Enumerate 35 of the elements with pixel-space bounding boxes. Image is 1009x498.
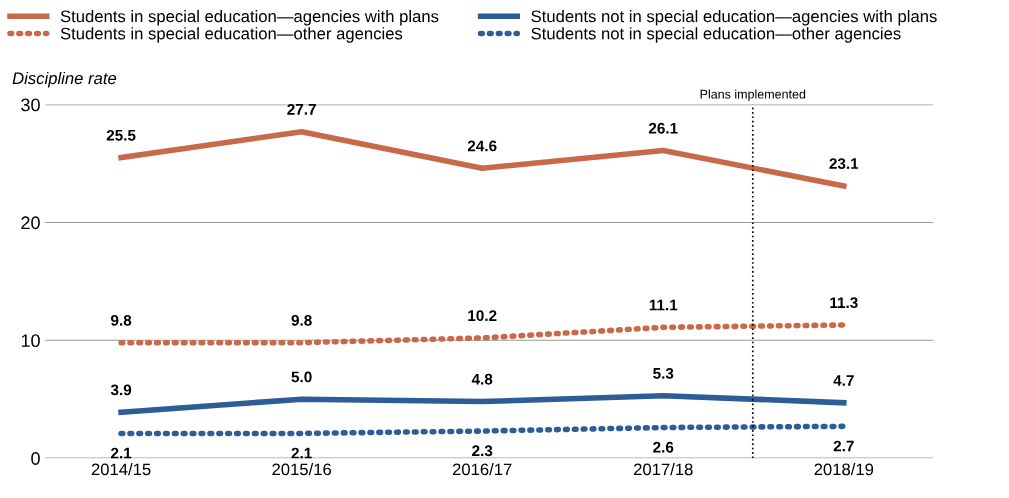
data-label: 23.1 [829,158,859,170]
data-label: 2.3 [472,445,493,457]
y-tick-label: 0 [31,452,40,465]
y-tick-label: 20 [21,216,40,230]
data-label: 2.7 [833,440,854,452]
y-tick-label: 10 [21,334,40,348]
x-tick-label: 2018/19 [814,463,874,476]
x-tick-label: 2015/16 [272,463,332,476]
data-label: 2.1 [111,447,132,459]
x-tick-label: 2014/15 [91,463,151,476]
data-label: 11.3 [830,297,858,309]
data-label: 26.1 [648,122,678,134]
legend-label: Students not in special education—agencies with plans [531,10,937,26]
data-label: 2.1 [291,447,312,459]
data-label: 5.3 [653,367,674,379]
legend-label: Students in special education—agencies with plans [60,10,439,26]
data-label: 27.7 [287,103,316,115]
data-label: 3.9 [110,384,132,396]
data-label: 24.6 [467,140,497,152]
data-label: 11.1 [649,299,678,311]
data-label: 2.6 [653,441,674,453]
data-label: 25.5 [106,129,136,141]
y-tick-label: 30 [21,98,40,112]
y-axis-title: Discipline rate [12,71,117,88]
ref-line-label: Plans implemented [700,89,806,102]
data-label: 5.0 [291,371,312,383]
x-tick-label: 2016/17 [452,463,512,476]
x-tick-label: 2017/18 [633,463,693,476]
legend-label: Students in special education—other agencies [60,27,403,43]
data-label: 4.7 [833,375,854,386]
data-label: 10.2 [468,310,497,322]
data-label: 9.8 [291,314,312,326]
legend-label: Students not in special education—other agencies [531,27,901,43]
data-label: 9.8 [111,314,132,326]
data-label: 4.8 [471,373,493,385]
